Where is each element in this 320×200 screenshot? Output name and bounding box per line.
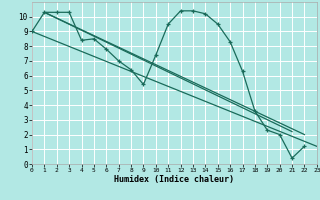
- X-axis label: Humidex (Indice chaleur): Humidex (Indice chaleur): [115, 175, 234, 184]
